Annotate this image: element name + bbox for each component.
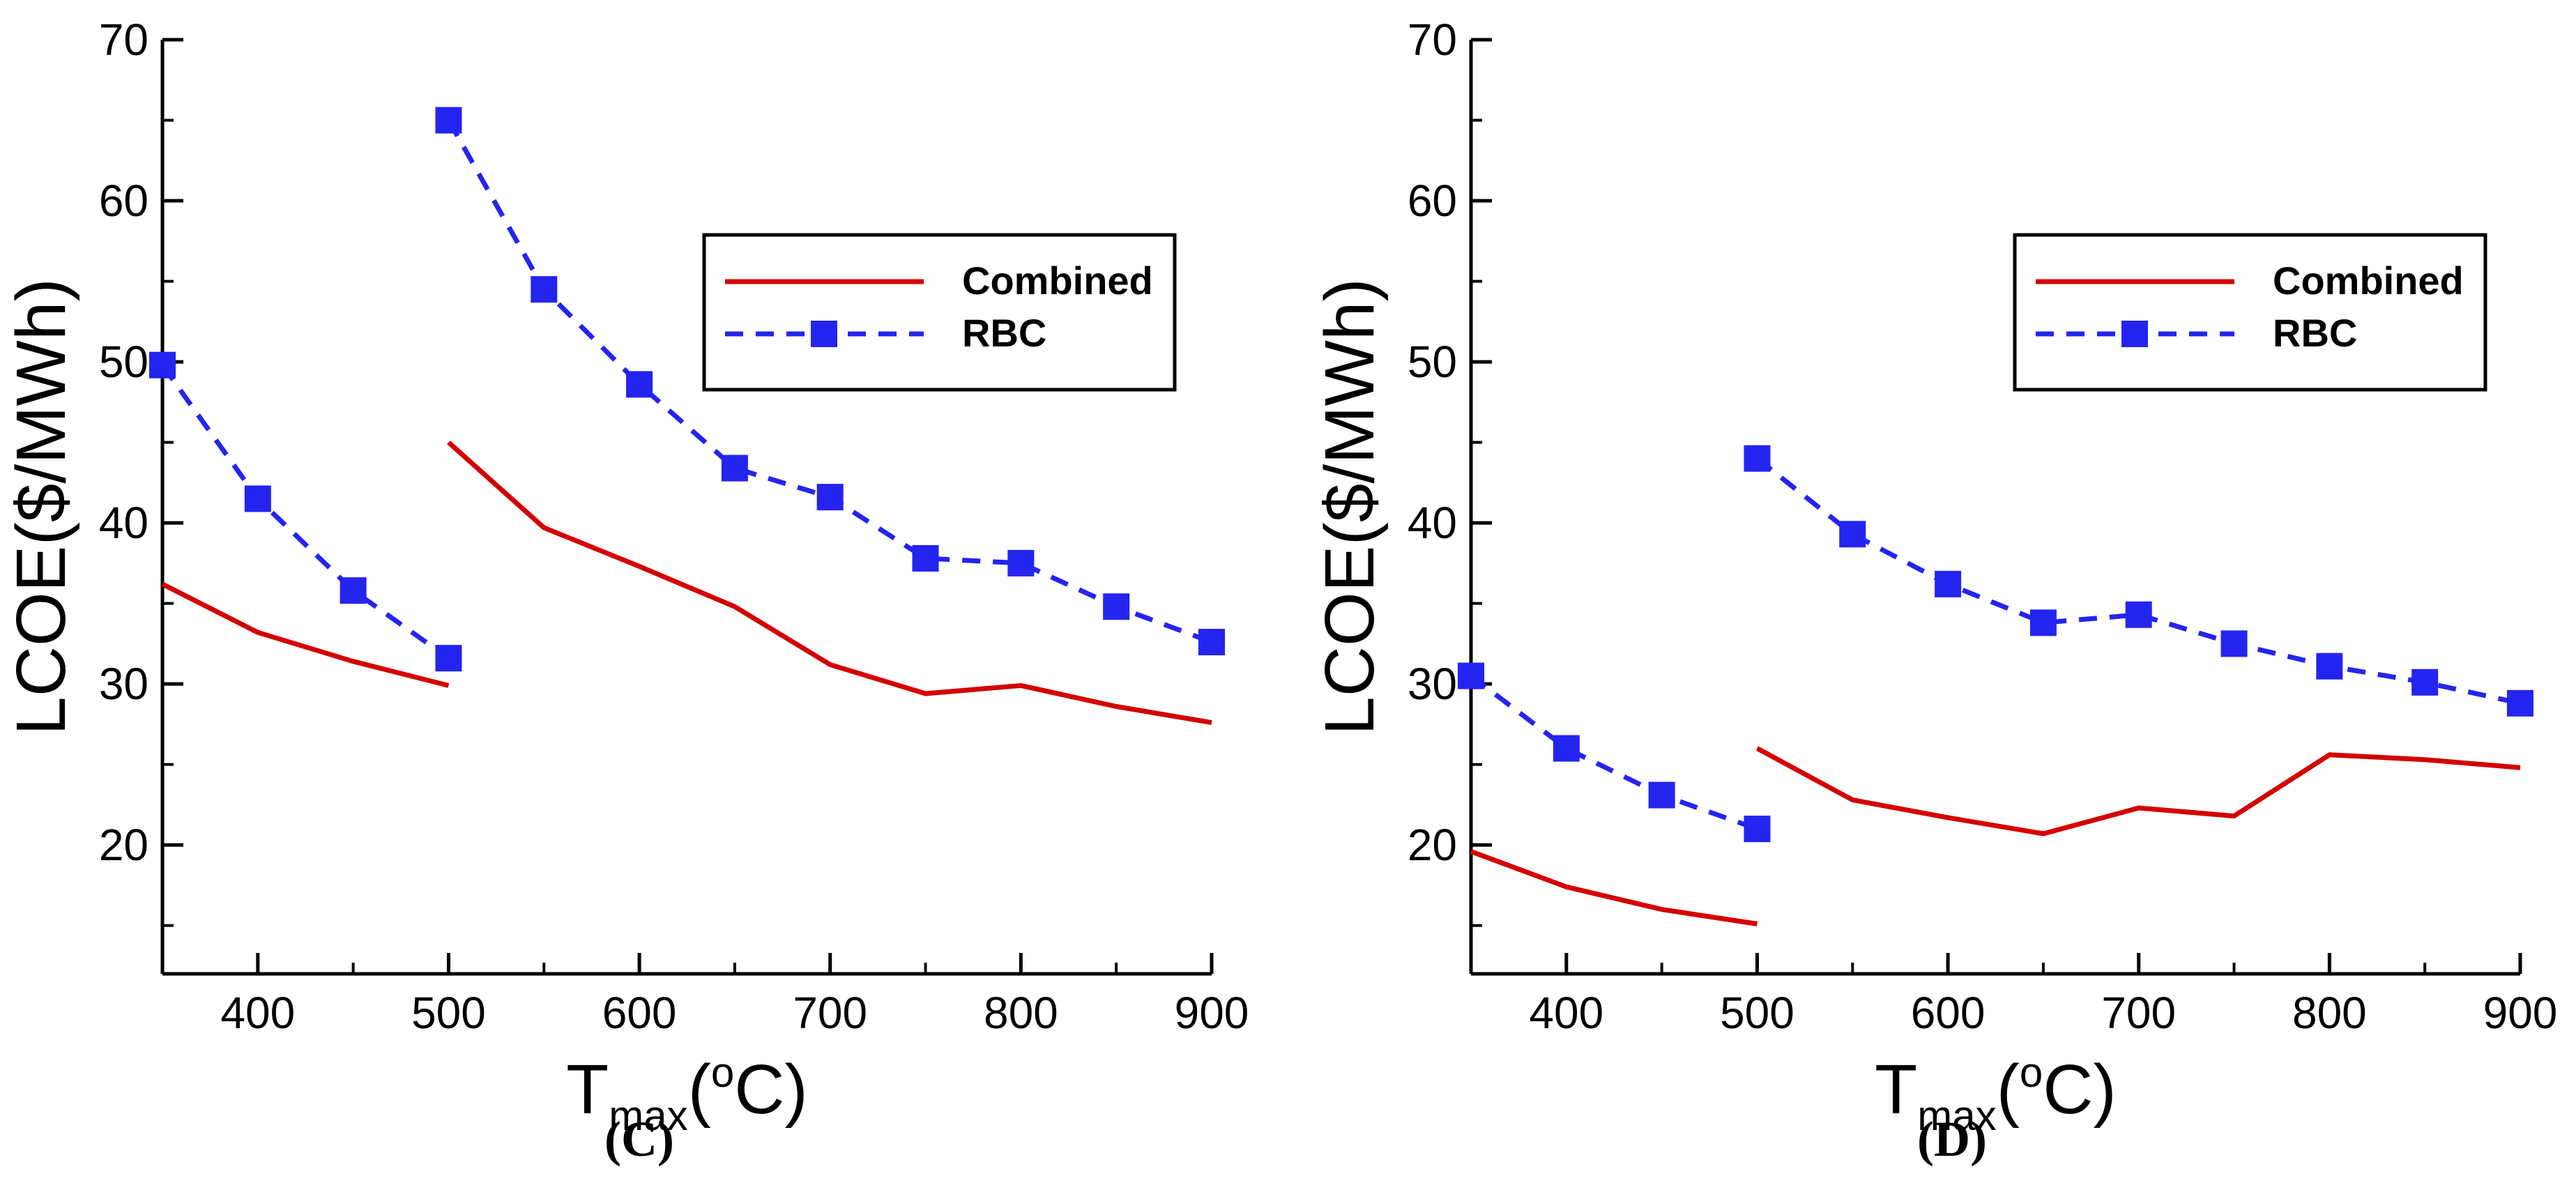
- series-line-combined: [1470, 849, 1758, 926]
- x-tick-label: 900: [1175, 988, 1249, 1038]
- x-tick-label: 900: [2483, 988, 2558, 1038]
- data-point-rbc: [2507, 689, 2533, 717]
- data-point-rbc: [1103, 593, 1130, 620]
- panel-label: (D): [1917, 1111, 1987, 1167]
- x-tick-label: 600: [1911, 988, 1986, 1038]
- x-axis-label-main: T: [1875, 1051, 1917, 1129]
- y-tick-label: 70: [99, 15, 148, 65]
- x-axis-label: Tmax(oC): [1875, 1049, 2117, 1139]
- chart-panel-c: 20 30 40 50 60 70 400 500 600 700 800 900 LCOE($/MWh…: [2, 15, 1249, 1167]
- data-point-rbc: [435, 107, 462, 134]
- y-tick-label: 70: [1408, 15, 1457, 65]
- legend-label-combined: Combined: [2273, 259, 2464, 303]
- data-point-rbc: [1648, 781, 1675, 809]
- x-axis-label-superscript: o: [2020, 1049, 2043, 1096]
- x-tick-label: 500: [411, 988, 486, 1038]
- x-tick-label: 400: [220, 988, 295, 1038]
- legend-marker-rbc: [811, 321, 837, 347]
- y-axis-label: LCOE($/MWh): [1311, 278, 1389, 735]
- legend-box: [2013, 233, 2487, 392]
- series-line-combined: [447, 440, 1212, 726]
- x-tick-label: 700: [2101, 988, 2176, 1038]
- x-axis-label-main: T: [566, 1051, 609, 1129]
- y-tick-label: 50: [99, 337, 148, 387]
- y-tick-label: 40: [99, 498, 148, 548]
- y-tick-label: 30: [99, 659, 148, 709]
- data-point-rbc: [1553, 735, 1580, 762]
- legend-label-rbc: RBC: [2273, 311, 2357, 355]
- legend-label-combined: Combined: [962, 259, 1153, 303]
- legend-box: [702, 233, 1177, 392]
- data-point-rbc: [1839, 521, 1866, 548]
- series-line-rbc: [1755, 456, 2521, 706]
- x-axis-label-unit-open: (: [688, 1051, 711, 1129]
- x-tick-label: 600: [602, 988, 677, 1038]
- series-line-combined: [1755, 746, 2521, 837]
- data-point-rbc: [435, 645, 462, 672]
- y-axis-label: LCOE($/MWh): [2, 278, 80, 735]
- y-tick-label: 60: [99, 176, 148, 226]
- chart-panel-d: 20 30 40 50 60 70 400 500 600 700 800 900 LCOE($/MWh…: [1311, 15, 2557, 1167]
- x-tick-label: 800: [2292, 988, 2367, 1038]
- y-tick-label: 50: [1408, 337, 1457, 387]
- data-point-rbc: [1007, 549, 1035, 576]
- data-point-rbc: [244, 485, 271, 512]
- data-point-rbc: [1198, 629, 1225, 656]
- x-axis-label-subscript: max: [1917, 1092, 1996, 1139]
- x-axis-label: Tmax(oC): [566, 1049, 808, 1139]
- y-tick-label: 20: [1408, 820, 1457, 870]
- data-point-rbc: [2125, 601, 2152, 628]
- legend-marker-rbc: [2121, 321, 2148, 347]
- series-line-combined: [161, 581, 450, 688]
- data-point-rbc: [149, 351, 176, 379]
- data-point-rbc: [531, 276, 558, 303]
- data-point-rbc: [2411, 669, 2439, 696]
- data-point-rbc: [340, 577, 367, 604]
- y-tick-label: 60: [1408, 176, 1457, 226]
- data-point-rbc: [2220, 630, 2248, 657]
- y-tick-label: 30: [1408, 659, 1457, 709]
- data-point-rbc: [1458, 662, 1484, 689]
- x-axis-label-superscript: o: [711, 1049, 734, 1096]
- x-tick-label: 700: [793, 988, 867, 1038]
- x-axis-label-subscript: max: [609, 1092, 687, 1139]
- series-line-rbc: [1469, 673, 1758, 832]
- x-tick-label: 400: [1529, 988, 1603, 1038]
- data-point-rbc: [1744, 445, 1771, 472]
- data-point-rbc: [721, 455, 748, 482]
- data-point-rbc: [2316, 652, 2343, 680]
- y-tick-label: 40: [1408, 498, 1457, 548]
- series-line-rbc: [160, 363, 450, 661]
- x-tick-label: 500: [1720, 988, 1794, 1038]
- x-axis-label-unit-close: C): [2043, 1051, 2117, 1129]
- panel-label: (C): [604, 1111, 674, 1167]
- data-point-rbc: [1935, 570, 1962, 597]
- x-axis-label-unit-close: C): [734, 1051, 808, 1129]
- legend-label-rbc: RBC: [962, 311, 1046, 355]
- x-axis-label-unit-open: (: [1997, 1051, 2020, 1129]
- data-point-rbc: [626, 371, 653, 398]
- data-point-rbc: [1744, 816, 1771, 843]
- x-tick-label: 800: [984, 988, 1058, 1038]
- data-point-rbc: [816, 484, 844, 511]
- data-point-rbc: [912, 544, 939, 572]
- data-point-rbc: [2029, 609, 2057, 636]
- y-tick-label: 20: [99, 820, 148, 870]
